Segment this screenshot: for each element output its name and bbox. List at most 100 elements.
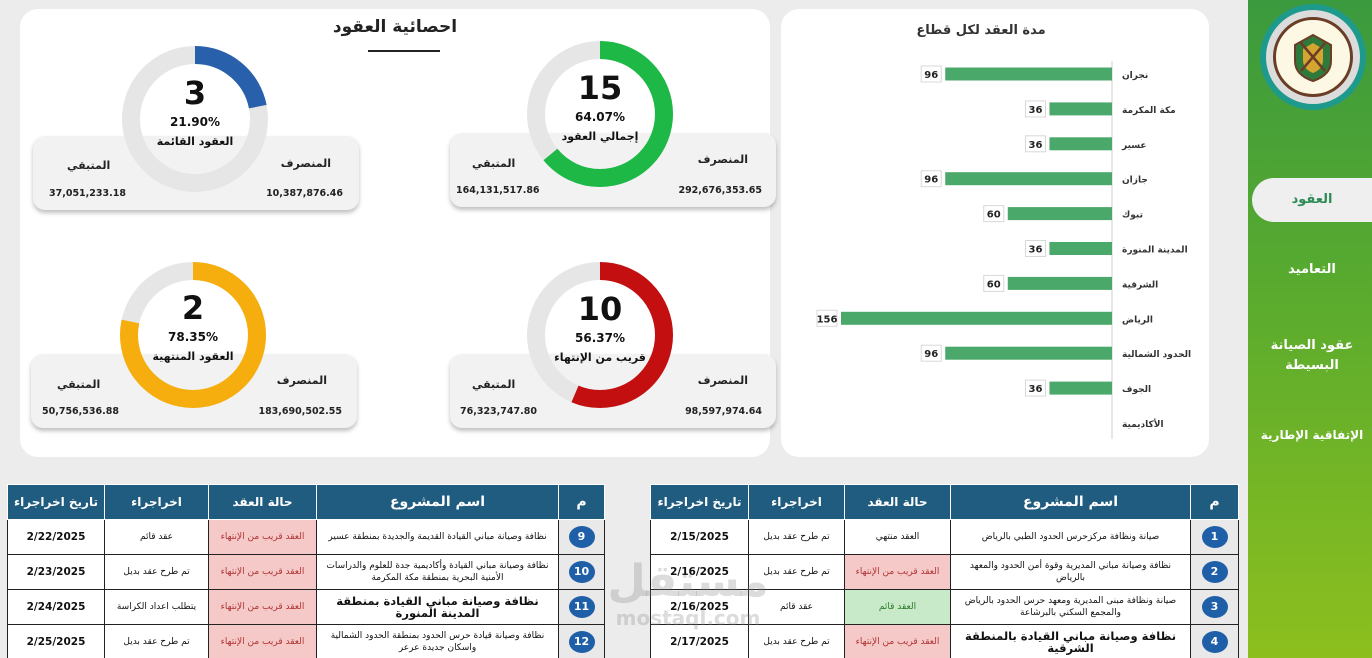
row-number-badge: 11 — [568, 596, 595, 618]
remaining-label: المتبقي — [57, 378, 101, 391]
table-row[interactable]: 11 نظافة وصيانة مباني القيادة بمنطقة المد… — [7, 589, 605, 625]
contract-status-cell: العقد قريب من الإنتهاء — [844, 554, 951, 590]
nav-simple-maintenance[interactable]: عقود الصيانة البسيطة — [1270, 338, 1354, 373]
table-row[interactable]: 10 نظافة وصيانة مباني القيادة وأكاديمية ج… — [7, 554, 605, 590]
project-name-cell: نظافة وصيانة قيادة حرس الحدود بمنطقة الح… — [316, 624, 559, 658]
remaining-label: المتبقي — [472, 378, 516, 391]
header-status: حالة العقد — [844, 484, 951, 520]
header-num: م — [558, 484, 605, 520]
header-project: اسم المشروع — [950, 484, 1191, 520]
contract-status-cell: العقد منتهي — [844, 519, 951, 555]
data-label-box — [920, 65, 942, 83]
action-date-cell: 2/16/2025 — [650, 589, 749, 625]
spent-value: 10,387,876.46 — [266, 188, 343, 199]
category-label: تبوك — [1122, 211, 1143, 221]
data-label: 36 — [1029, 105, 1043, 116]
data-label-box — [920, 344, 942, 362]
total-name: إجمالي العقود — [561, 130, 639, 143]
category-label: الأكاديمية — [1122, 418, 1164, 430]
contract-status-cell: العقد قريب من الإنتهاء — [208, 519, 317, 555]
header-date: تاريخ اخراجراء — [7, 484, 105, 520]
spent-value: 183,690,502.55 — [258, 406, 342, 417]
action-date-cell: 2/16/2025 — [650, 554, 749, 590]
table-row[interactable]: 4 نظافة وصيانة مباني القيادة بالمنطقة الش… — [650, 624, 1239, 658]
category-label: المدينة المنورة — [1122, 246, 1188, 256]
bar — [1049, 381, 1112, 395]
running-progress-arc — [122, 46, 268, 192]
category-label: الرياض — [1122, 315, 1153, 325]
running-percent: 21.90% — [170, 115, 220, 129]
data-label: 60 — [987, 279, 1001, 290]
header-action: اخراجراء — [748, 484, 845, 520]
action-cell: تم طرح عقد بديل — [104, 624, 209, 658]
project-name-cell: نظافة وصيانة مباني القيادة بمنطقة المدين… — [316, 589, 559, 625]
spent-value: 292,676,353.65 — [678, 185, 762, 196]
data-label-box — [983, 205, 1005, 223]
border-guard-logo — [1260, 4, 1366, 110]
bar — [945, 346, 1112, 360]
stats-title: احصائية العقود — [332, 17, 458, 37]
contract-status-cell: العقد قريب من الإنتهاء — [208, 554, 317, 590]
row-number-badge: 4 — [1201, 631, 1228, 653]
bar — [841, 311, 1112, 325]
header-date: تاريخ اخراجراء — [650, 484, 749, 520]
project-name-cell: صيانة ونظافة مبنى المديرية ومعهد حرس الح… — [950, 589, 1191, 625]
bar — [1049, 137, 1112, 151]
ended-name: العقود المنتهية — [152, 350, 234, 363]
remaining-label: المتبقي — [67, 159, 111, 172]
running-count: 3 — [183, 74, 207, 112]
total-progress-arc — [527, 41, 673, 187]
spent-label: المنصرف — [276, 374, 327, 387]
emblem-icon — [1273, 17, 1353, 97]
row-number-cell: 2 — [1190, 554, 1239, 590]
table-row[interactable]: 12 نظافة وصيانة قيادة حرس الحدود بمنطقة ا… — [7, 624, 605, 658]
remaining-value: 76,323,747.80 — [460, 406, 537, 417]
data-label-box — [1024, 379, 1046, 397]
table-row[interactable]: 3 صيانة ونظافة مبنى المديرية ومعهد حرس ال… — [650, 589, 1239, 625]
project-name-cell: نظافة وصيانة مباني القيادة وأكاديمية جدة… — [316, 554, 559, 590]
near-end-count: 10 — [577, 290, 623, 328]
header-num: م — [1190, 484, 1239, 520]
bar — [1049, 242, 1112, 255]
data-label: 156 — [817, 314, 838, 325]
project-name-cell: نظافة وصيانة مباني القيادة بالمنطقة الشر… — [950, 624, 1191, 658]
near-end-progress-arc — [527, 262, 673, 408]
bar — [1049, 102, 1112, 116]
header-status: حالة العقد — [208, 484, 317, 520]
table-header: م اسم المشروع حالة العقد اخراجراء تاريخ … — [7, 484, 605, 520]
nav-contracts[interactable]: العقود — [1252, 178, 1372, 222]
data-label-box — [816, 309, 838, 327]
category-label: الشرقية — [1122, 280, 1158, 290]
action-date-cell: 2/25/2025 — [7, 624, 105, 658]
sidebar: العقود التعاميد عقود الصيانة البسيطة الإ… — [1248, 0, 1372, 658]
total-percent: 64.07% — [575, 110, 625, 124]
ended-donut-label: 2 78.35% العقود المنتهية — [118, 290, 268, 363]
action-cell: تم طرح عقد بديل — [748, 554, 845, 590]
action-date-cell: 2/24/2025 — [7, 589, 105, 625]
total-donut-label: 15 64.07% إجمالي العقود — [525, 70, 675, 143]
action-cell: يتطلب اعداد الكراسة — [104, 589, 209, 625]
row-number-badge: 9 — [568, 526, 595, 548]
row-number-cell: 12 — [558, 624, 605, 658]
row-number-badge: 3 — [1201, 596, 1228, 618]
spent-value: 98,597,974.64 — [685, 406, 762, 417]
row-number-badge: 12 — [568, 631, 595, 653]
watermark: مستقل mostaql.com — [598, 558, 778, 631]
table-row[interactable]: 1 صيانة ونظافة مركزحرس الحدود الطبي بالري… — [650, 519, 1239, 555]
remaining-label: المتبقي — [472, 157, 516, 170]
nav-circulars[interactable]: التعاميد — [1288, 262, 1336, 277]
nav-framework-agreement[interactable]: الإتفاقية الإطارية — [1260, 428, 1364, 442]
action-date-cell: 2/15/2025 — [650, 519, 749, 555]
action-date-cell: 2/17/2025 — [650, 624, 749, 658]
running-contracts-donut — [122, 46, 268, 192]
action-cell: تم طرح عقد بديل — [104, 554, 209, 590]
row-number-cell: 11 — [558, 589, 605, 625]
row-number-cell: 3 — [1190, 589, 1239, 625]
row-number-badge: 2 — [1201, 561, 1228, 583]
data-label: 96 — [924, 175, 938, 186]
duration-bar-chart: نجران 96 مكة المكرمة 36 عسير 36 جازان 96 تبوك 60 ا… — [816, 61, 1191, 439]
category-label: مكة المكرمة — [1122, 106, 1176, 116]
running-contracts-card: المتبقي المنصرف 37,051,233.18 10,387,876… — [33, 136, 359, 210]
table-row[interactable]: 9 نظافة وصيانة مباني القيادة القديمة والج… — [7, 519, 605, 555]
project-name-cell: صيانة ونظافة مركزحرس الحدود الطبي بالريا… — [950, 519, 1191, 555]
